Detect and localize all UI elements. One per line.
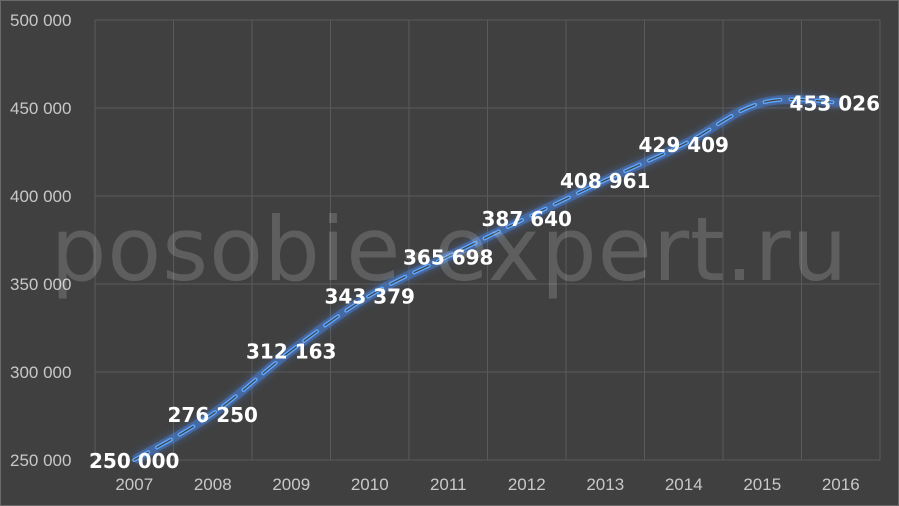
data-label: 453 026	[790, 92, 880, 116]
data-label: 365 698	[403, 245, 493, 269]
data-label: 276 250	[168, 403, 258, 427]
x-tick-label: 2012	[508, 475, 546, 494]
data-label: 343 379	[325, 285, 415, 309]
y-tick-label: 400 000	[10, 187, 71, 206]
x-tick-label: 2010	[351, 475, 389, 494]
x-tick-label: 2014	[665, 475, 703, 494]
data-label: 387 640	[482, 207, 572, 231]
y-tick-label: 450 000	[10, 99, 71, 118]
data-label: 429 409	[639, 133, 729, 157]
data-labels: 250 000 276 250 312 163 343 379 365 698 387 6…	[89, 92, 880, 473]
x-tick-label: 2016	[822, 475, 860, 494]
y-tick-label: 350 000	[10, 275, 71, 294]
y-tick-label: 500 000	[10, 11, 71, 30]
x-axis: 2007 2008 2009 2010 2011 2012 2013 2014 2015 2016	[115, 475, 859, 494]
data-label: 312 163	[246, 340, 336, 364]
x-tick-label: 2013	[586, 475, 624, 494]
series-line	[131, 94, 843, 464]
x-tick-label: 2011	[430, 475, 467, 494]
y-tick-label: 250 000	[10, 451, 71, 470]
data-label: 408 961	[560, 169, 650, 193]
x-tick-label: 2008	[194, 475, 232, 494]
watermark: posobie-expert.ru	[50, 198, 849, 301]
x-tick-label: 2009	[272, 475, 310, 494]
y-tick-label: 300 000	[10, 363, 71, 382]
y-axis: 250 000 300 000 350 000 400 000 450 000 500 0…	[10, 11, 71, 470]
series-line-inner	[133, 98, 842, 461]
data-label: 250 000	[89, 449, 179, 473]
x-tick-label: 2015	[743, 475, 781, 494]
x-tick-label: 2007	[115, 475, 153, 494]
